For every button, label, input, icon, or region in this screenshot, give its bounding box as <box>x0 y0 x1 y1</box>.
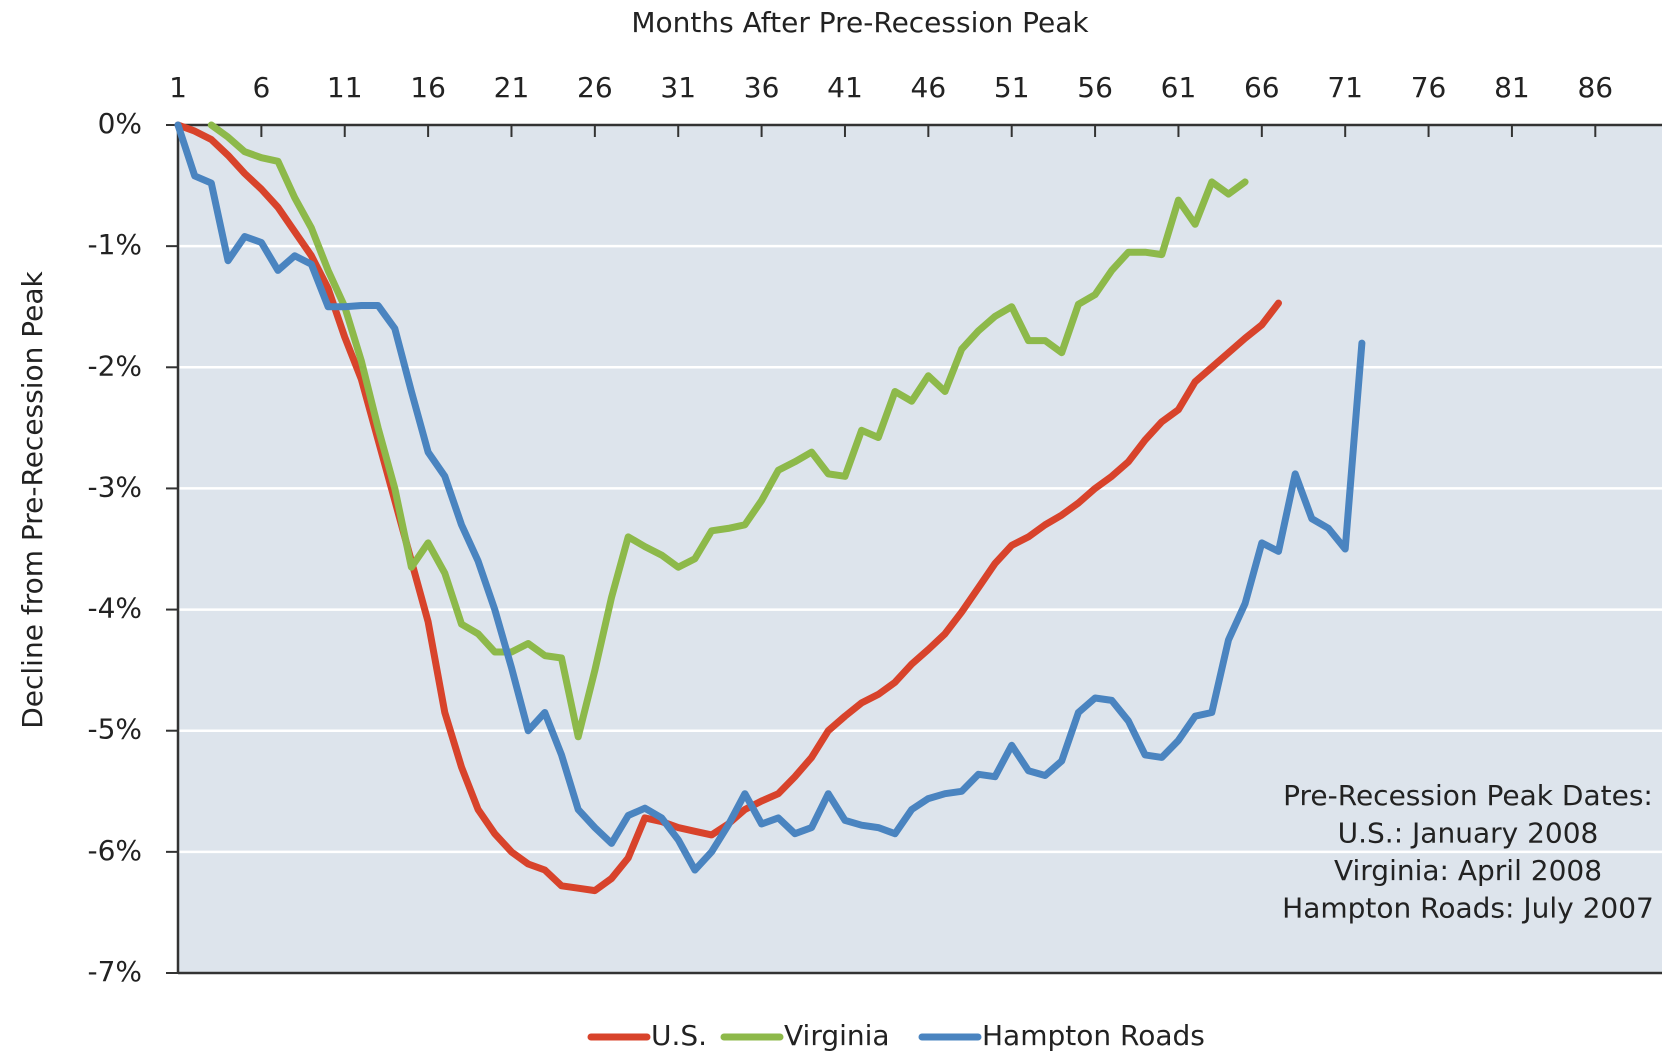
x-tick-label: 56 <box>1077 71 1113 104</box>
y-tick-label: -3% <box>87 470 142 503</box>
y-tick-label: -7% <box>87 955 142 988</box>
annotation: Virginia: April 2008 <box>1334 854 1602 887</box>
x-tick-label: 51 <box>994 71 1030 104</box>
x-tick-label: 31 <box>660 71 696 104</box>
y-axis-label: Decline from Pre-Recession Peak <box>16 270 49 728</box>
annotation: U.S.: January 2008 <box>1338 817 1599 850</box>
x-tick-label: 81 <box>1494 71 1530 104</box>
x-tick-label: 6 <box>252 71 270 104</box>
x-tick-label: 1 <box>169 71 187 104</box>
y-tick-label: -2% <box>87 349 142 382</box>
legend-label: U.S. <box>651 1019 707 1052</box>
series-line <box>174 121 1366 874</box>
x-tick-label: 66 <box>1244 71 1280 104</box>
chart-title: Months After Pre-Recession Peak <box>631 6 1089 39</box>
legend-label: Virginia <box>784 1019 890 1052</box>
y-tick-label: 0% <box>98 107 142 140</box>
x-tick-label: 21 <box>494 71 530 104</box>
y-tick-label: -1% <box>87 228 142 261</box>
x-tick-label: 11 <box>327 71 363 104</box>
x-tick-label: 36 <box>744 71 780 104</box>
x-tick-label: 16 <box>410 71 446 104</box>
y-tick-label: -6% <box>87 834 142 867</box>
x-tick-label: 41 <box>827 71 863 104</box>
x-tick-label: 86 <box>1577 71 1613 104</box>
series-line <box>207 121 1249 741</box>
annotation: Pre-Recession Peak Dates: <box>1283 779 1653 812</box>
x-tick-label: 76 <box>1411 71 1447 104</box>
x-tick-label: 46 <box>911 71 947 104</box>
annotation: Hampton Roads: July 2007 <box>1282 892 1654 925</box>
y-tick-label: -4% <box>87 592 142 625</box>
x-tick-label: 61 <box>1161 71 1197 104</box>
y-tick-label: -5% <box>87 713 142 746</box>
x-tick-label: 26 <box>577 71 613 104</box>
x-tick-label: 71 <box>1327 71 1363 104</box>
legend-label: Hampton Roads <box>982 1019 1205 1052</box>
